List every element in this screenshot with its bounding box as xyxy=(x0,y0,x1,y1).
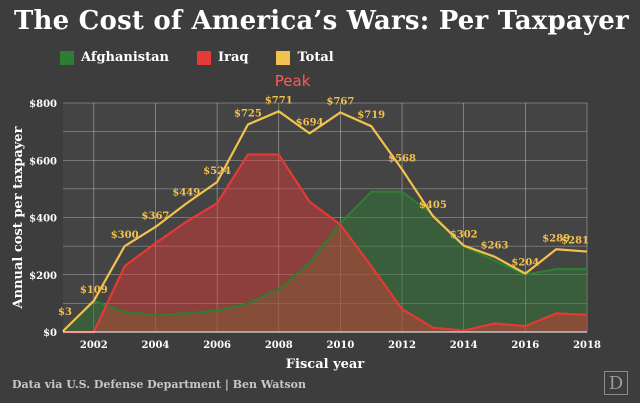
series-line-iraq[interactable] xyxy=(63,153,588,334)
data-label: $524 xyxy=(203,166,231,177)
x-axis-label: Fiscal year xyxy=(286,357,365,372)
data-label: $281 xyxy=(561,236,589,247)
y-tick-label: $800 xyxy=(29,99,57,110)
y-tick-label: $400 xyxy=(29,214,57,225)
data-label: $302 xyxy=(450,230,478,241)
legend-swatch-total xyxy=(276,50,291,65)
x-tick-label: 2004 xyxy=(142,340,170,351)
source-credit: Data via U.S. Defense Department | Ben W… xyxy=(12,378,307,391)
legend-label-afghanistan: Afghanistan xyxy=(81,50,170,65)
series-area-afghanistan xyxy=(63,191,587,332)
x-tick-label: 2006 xyxy=(203,340,231,351)
y-tick-label: $600 xyxy=(29,156,57,167)
data-label: $694 xyxy=(296,117,324,128)
series-line-afghanistan[interactable] xyxy=(62,190,587,332)
x-tick-label: 2018 xyxy=(573,340,601,351)
data-label: $449 xyxy=(172,187,200,198)
y-tick-label: $0 xyxy=(43,328,57,339)
data-label: $767 xyxy=(326,96,354,107)
data-label: $405 xyxy=(419,200,447,211)
data-label: $263 xyxy=(481,241,509,252)
data-label: $719 xyxy=(357,110,385,121)
series-line-total[interactable] xyxy=(62,110,588,332)
chart-title: The Cost of America’s Wars: Per Taxpayer xyxy=(14,6,629,36)
y-tick-label: $200 xyxy=(29,271,57,282)
data-label: $109 xyxy=(80,285,108,296)
data-label: $204 xyxy=(511,258,539,269)
y-axis-label: Annual cost per taxpayer xyxy=(11,126,26,309)
publisher-logo: D xyxy=(604,371,628,395)
x-tick-label: 2008 xyxy=(265,340,293,351)
peak-annotation: Peak xyxy=(275,72,311,90)
legend-item-total[interactable]: Total xyxy=(276,50,334,65)
x-tick-label: 2012 xyxy=(388,340,416,351)
data-label: $3 xyxy=(58,307,72,318)
x-tick-label: 2016 xyxy=(511,340,539,351)
legend-item-afghanistan[interactable]: Afghanistan xyxy=(60,50,169,65)
data-label: $568 xyxy=(388,153,416,164)
legend-item-iraq[interactable]: Iraq xyxy=(197,50,248,65)
x-tick-label: 2002 xyxy=(80,340,108,351)
data-label: $367 xyxy=(142,211,170,222)
data-label: $289 xyxy=(542,233,570,244)
x-tick-label: 2010 xyxy=(326,340,354,351)
data-label: $725 xyxy=(234,108,262,119)
legend: Afghanistan Iraq Total xyxy=(60,50,334,65)
legend-swatch-afghanistan xyxy=(60,50,74,65)
legend-swatch-iraq xyxy=(197,50,212,65)
data-label: $771 xyxy=(265,95,293,106)
legend-label-iraq: Iraq xyxy=(218,50,249,65)
legend-label-total: Total xyxy=(297,50,334,65)
x-tick-label: 2014 xyxy=(450,340,478,351)
data-label: $300 xyxy=(111,230,139,241)
